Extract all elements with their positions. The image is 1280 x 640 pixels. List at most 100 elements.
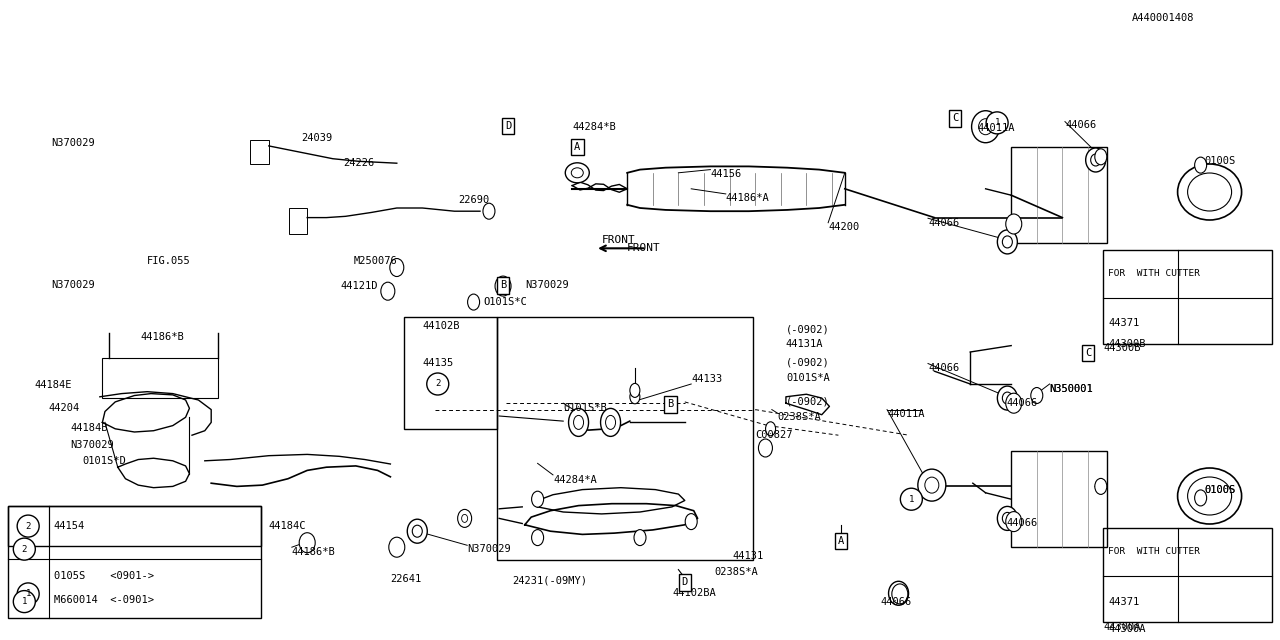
Text: N370029: N370029 (51, 138, 95, 148)
Circle shape (13, 538, 36, 560)
Text: 44066: 44066 (1065, 120, 1096, 131)
Circle shape (17, 515, 40, 537)
Ellipse shape (997, 506, 1018, 531)
Ellipse shape (1002, 392, 1012, 404)
Ellipse shape (1194, 157, 1207, 173)
Bar (1011, 147, 1107, 243)
Bar (1103, 528, 1272, 622)
Text: N350001: N350001 (1050, 384, 1093, 394)
Circle shape (426, 373, 449, 395)
Text: 44011A: 44011A (887, 409, 924, 419)
Text: 44066: 44066 (1006, 398, 1037, 408)
Ellipse shape (1006, 214, 1021, 234)
Text: 2: 2 (22, 545, 27, 554)
Ellipse shape (1188, 477, 1231, 515)
Text: 44300A: 44300A (1108, 624, 1146, 634)
Ellipse shape (1006, 393, 1021, 413)
Text: 44011A: 44011A (978, 123, 1015, 133)
Text: 44121D: 44121D (340, 281, 378, 291)
Ellipse shape (412, 525, 422, 537)
Ellipse shape (893, 588, 904, 599)
Text: (-0902): (-0902) (786, 357, 829, 367)
Ellipse shape (389, 537, 404, 557)
Text: 44131A: 44131A (786, 339, 823, 349)
Text: D: D (682, 577, 687, 588)
Text: 24231(-09MY): 24231(-09MY) (512, 575, 588, 586)
Ellipse shape (531, 529, 544, 545)
Text: (-0902): (-0902) (786, 397, 829, 407)
Text: N350001: N350001 (1050, 384, 1093, 394)
Text: M250076: M250076 (353, 256, 397, 266)
Bar (250, 140, 269, 164)
Ellipse shape (1094, 479, 1107, 494)
Text: 44186*B: 44186*B (292, 547, 335, 557)
Text: 44154: 44154 (54, 521, 84, 531)
Ellipse shape (390, 259, 403, 276)
Text: 44300B: 44300B (1103, 342, 1140, 353)
Ellipse shape (925, 477, 938, 493)
Text: 44184B: 44184B (70, 422, 108, 433)
Text: FRONT: FRONT (627, 243, 660, 253)
Ellipse shape (1178, 164, 1242, 220)
Text: A440001408: A440001408 (1132, 13, 1194, 23)
Text: 44300A: 44300A (1103, 622, 1140, 632)
Text: 22641: 22641 (390, 574, 421, 584)
Ellipse shape (573, 415, 584, 429)
Text: 44284*A: 44284*A (553, 475, 596, 485)
Text: 44131: 44131 (732, 550, 763, 561)
Text: 0101S*D: 0101S*D (82, 456, 125, 466)
Text: 44102BA: 44102BA (672, 588, 716, 598)
Bar (289, 208, 307, 234)
Text: 44066: 44066 (928, 218, 959, 228)
Circle shape (13, 591, 36, 612)
Ellipse shape (605, 415, 616, 429)
Ellipse shape (568, 408, 589, 436)
Ellipse shape (1194, 490, 1207, 506)
Text: 1: 1 (22, 597, 27, 606)
Ellipse shape (918, 469, 946, 501)
Ellipse shape (634, 529, 646, 545)
Text: 44156: 44156 (710, 169, 741, 179)
Text: A: A (838, 536, 844, 546)
Text: B: B (668, 399, 673, 410)
Text: (-0902): (-0902) (786, 324, 829, 335)
Ellipse shape (571, 168, 584, 178)
Text: 24226: 24226 (343, 158, 374, 168)
Ellipse shape (892, 584, 908, 604)
Ellipse shape (1091, 154, 1101, 166)
Ellipse shape (1085, 148, 1106, 172)
Text: O101S*C: O101S*C (484, 297, 527, 307)
Text: 22690: 22690 (458, 195, 489, 205)
Text: C: C (952, 113, 957, 124)
Text: 0238S*A: 0238S*A (714, 566, 758, 577)
Text: N370029: N370029 (467, 544, 511, 554)
Text: N370029: N370029 (70, 440, 114, 450)
Text: 44186*A: 44186*A (726, 193, 769, 204)
Text: 44284*B: 44284*B (572, 122, 616, 132)
Ellipse shape (630, 390, 640, 404)
Text: 24039: 24039 (301, 132, 332, 143)
Ellipse shape (483, 204, 495, 219)
Text: 44186*B: 44186*B (141, 332, 184, 342)
Ellipse shape (1030, 387, 1043, 403)
Text: FIG.055: FIG.055 (147, 256, 191, 266)
Bar (1011, 451, 1107, 547)
Bar (8, 506, 261, 618)
Text: 44066: 44066 (881, 596, 911, 607)
Ellipse shape (765, 422, 776, 436)
Text: B: B (500, 280, 506, 291)
Text: 1: 1 (909, 495, 914, 504)
Ellipse shape (458, 509, 471, 527)
Text: 44066: 44066 (928, 363, 959, 373)
Ellipse shape (1178, 468, 1242, 524)
Text: N370029: N370029 (525, 280, 568, 290)
Bar (1103, 250, 1272, 344)
Ellipse shape (979, 119, 992, 135)
Text: 1: 1 (995, 118, 1000, 127)
Bar (102, 358, 218, 398)
Text: 44371: 44371 (1108, 596, 1139, 607)
Ellipse shape (381, 282, 394, 300)
Text: D: D (506, 121, 511, 131)
Ellipse shape (1188, 173, 1231, 211)
Text: 44184E: 44184E (35, 380, 72, 390)
